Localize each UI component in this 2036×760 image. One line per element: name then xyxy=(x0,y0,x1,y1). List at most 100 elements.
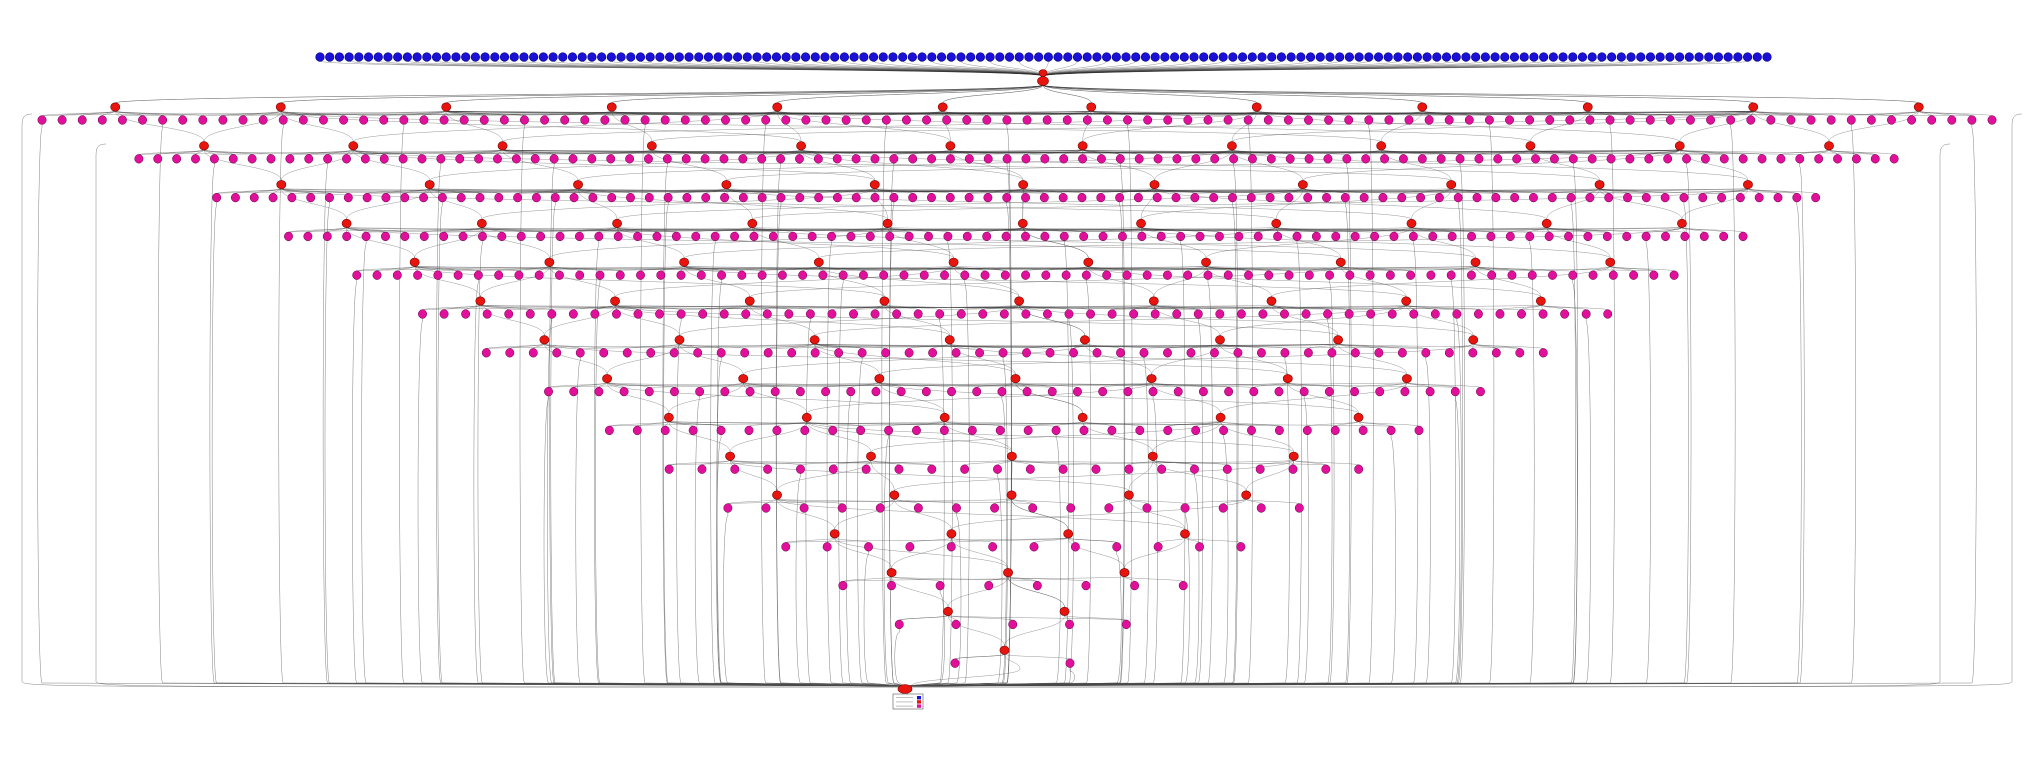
task-node xyxy=(1058,192,1068,203)
input-node xyxy=(1102,52,1112,62)
task-node xyxy=(1434,192,1444,203)
input-node xyxy=(1645,52,1656,62)
input-node xyxy=(1189,52,1199,62)
task-node xyxy=(613,231,623,242)
task-node xyxy=(1967,115,1977,125)
task-node xyxy=(1150,309,1160,319)
task-node xyxy=(1889,154,1899,164)
task-node xyxy=(784,309,794,319)
input-node xyxy=(509,52,519,62)
input-node xyxy=(1024,52,1034,62)
input-node xyxy=(1733,52,1743,62)
task-node xyxy=(1142,503,1152,513)
task-node xyxy=(531,192,541,203)
operation-node xyxy=(1148,296,1159,306)
task-node xyxy=(1247,425,1256,436)
task-node xyxy=(37,115,47,125)
task-node xyxy=(1152,192,1162,203)
operation-node xyxy=(772,102,783,112)
task-node xyxy=(1064,309,1074,319)
operation-node xyxy=(1417,102,1428,112)
task-node xyxy=(1679,192,1689,203)
task-node xyxy=(172,154,182,164)
task-node xyxy=(575,348,585,358)
task-node xyxy=(1476,386,1485,397)
task-node xyxy=(1130,580,1140,591)
task-node xyxy=(1738,231,1748,242)
input-node xyxy=(1655,52,1665,62)
task-node xyxy=(258,115,268,125)
input-node xyxy=(1403,52,1413,62)
task-node xyxy=(1115,192,1125,203)
operation-node xyxy=(725,451,735,461)
task-node xyxy=(1070,542,1080,552)
input-node xyxy=(655,52,665,62)
input-node xyxy=(431,52,442,62)
input-node xyxy=(703,52,714,62)
task-node xyxy=(894,619,904,630)
task-node xyxy=(857,348,867,358)
task-node xyxy=(1604,192,1614,203)
operation-node xyxy=(882,218,893,228)
task-node xyxy=(1323,154,1333,164)
input-node xyxy=(1034,52,1044,62)
task-node xyxy=(761,115,771,125)
task-node xyxy=(520,115,529,125)
input-node xyxy=(1140,52,1151,62)
task-node xyxy=(942,115,952,125)
input-node xyxy=(1228,52,1238,62)
input-node xyxy=(1063,52,1073,62)
task-node xyxy=(1887,115,1896,125)
task-node xyxy=(1097,154,1106,164)
task-node xyxy=(1370,231,1380,242)
task-node xyxy=(935,580,945,591)
task-node xyxy=(1172,154,1182,164)
task-node xyxy=(372,270,382,280)
task-node xyxy=(1406,270,1416,280)
operation-node xyxy=(1010,374,1021,384)
task-node xyxy=(361,231,371,242)
task-node xyxy=(1190,192,1200,203)
task-node xyxy=(912,425,921,436)
task-node xyxy=(352,270,362,280)
task-node xyxy=(1190,464,1199,474)
task-node xyxy=(832,192,842,203)
task-node xyxy=(1000,270,1010,280)
task-node xyxy=(633,231,643,242)
task-node xyxy=(962,115,972,125)
task-node xyxy=(1122,270,1132,280)
task-node xyxy=(1792,192,1802,203)
task-node xyxy=(1717,192,1727,203)
task-node xyxy=(1719,154,1729,164)
task-node xyxy=(1447,231,1457,242)
task-node xyxy=(568,154,578,164)
task-node xyxy=(1193,309,1203,319)
input-node xyxy=(645,52,655,62)
task-node xyxy=(57,115,67,125)
operation-node xyxy=(341,218,352,228)
operation-node xyxy=(1406,218,1417,228)
task-node xyxy=(379,115,389,125)
task-node xyxy=(1116,348,1125,358)
task-node xyxy=(1107,309,1117,319)
task-node xyxy=(481,348,491,358)
task-node xyxy=(1042,309,1052,319)
operation-node xyxy=(602,374,612,384)
task-node xyxy=(1001,231,1011,242)
task-node xyxy=(875,503,885,513)
task-node xyxy=(230,192,240,203)
task-node xyxy=(1416,192,1426,203)
task-node xyxy=(904,231,914,242)
operation-node xyxy=(1079,335,1090,345)
task-node xyxy=(975,348,985,358)
task-node xyxy=(626,192,635,203)
task-node xyxy=(339,115,348,125)
task-node xyxy=(1525,115,1535,125)
task-node xyxy=(1366,309,1376,319)
task-node xyxy=(1641,192,1651,203)
operation-node xyxy=(1288,451,1299,461)
task-node xyxy=(191,154,200,164)
operation-node xyxy=(1227,141,1237,151)
task-node xyxy=(660,115,670,125)
task-node xyxy=(757,192,767,203)
